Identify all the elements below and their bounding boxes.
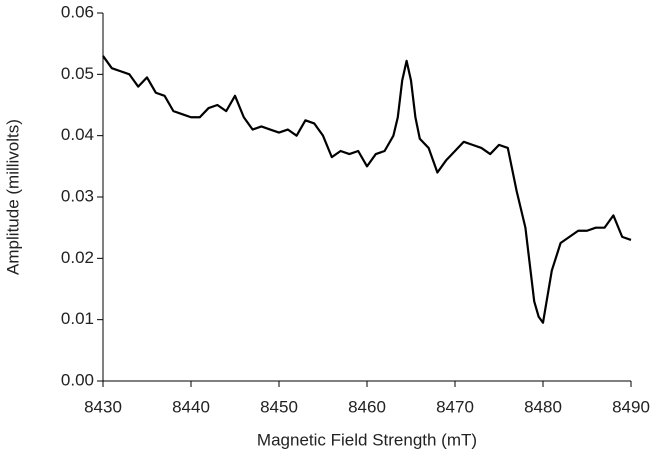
y-axis-label: Amplitude (millivolts): [3, 119, 22, 275]
x-axis-label: Magnetic Field Strength (mT): [257, 430, 477, 449]
x-tick-label: 8430: [84, 397, 122, 416]
x-tick-label: 8490: [612, 397, 650, 416]
y-tick-label: 0.05: [61, 64, 94, 83]
x-tick-label: 8450: [260, 397, 298, 416]
y-tick-label: 0.06: [61, 2, 94, 21]
x-tick-label: 8440: [172, 397, 210, 416]
y-tick-label: 0.04: [61, 125, 94, 144]
x-tick-label: 8480: [524, 397, 562, 416]
y-tick-label: 0.00: [61, 370, 94, 389]
x-tick-label: 8470: [436, 397, 474, 416]
y-tick-label: 0.01: [61, 309, 94, 328]
x-tick-label: 8460: [348, 397, 386, 416]
line-series: [102, 55, 632, 324]
y-tick-label: 0.03: [61, 186, 94, 205]
y-tick-label: 0.02: [61, 248, 94, 267]
